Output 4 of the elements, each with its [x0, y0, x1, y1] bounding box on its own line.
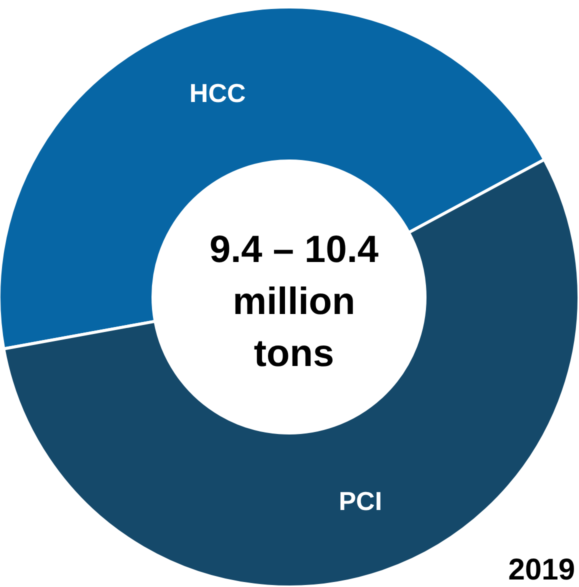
- slice-label: HCC: [189, 78, 246, 108]
- text: 2019: [508, 554, 576, 586]
- slice-label: PCI: [338, 486, 382, 516]
- text: 9.4 – 10.4 million tons: [209, 229, 379, 375]
